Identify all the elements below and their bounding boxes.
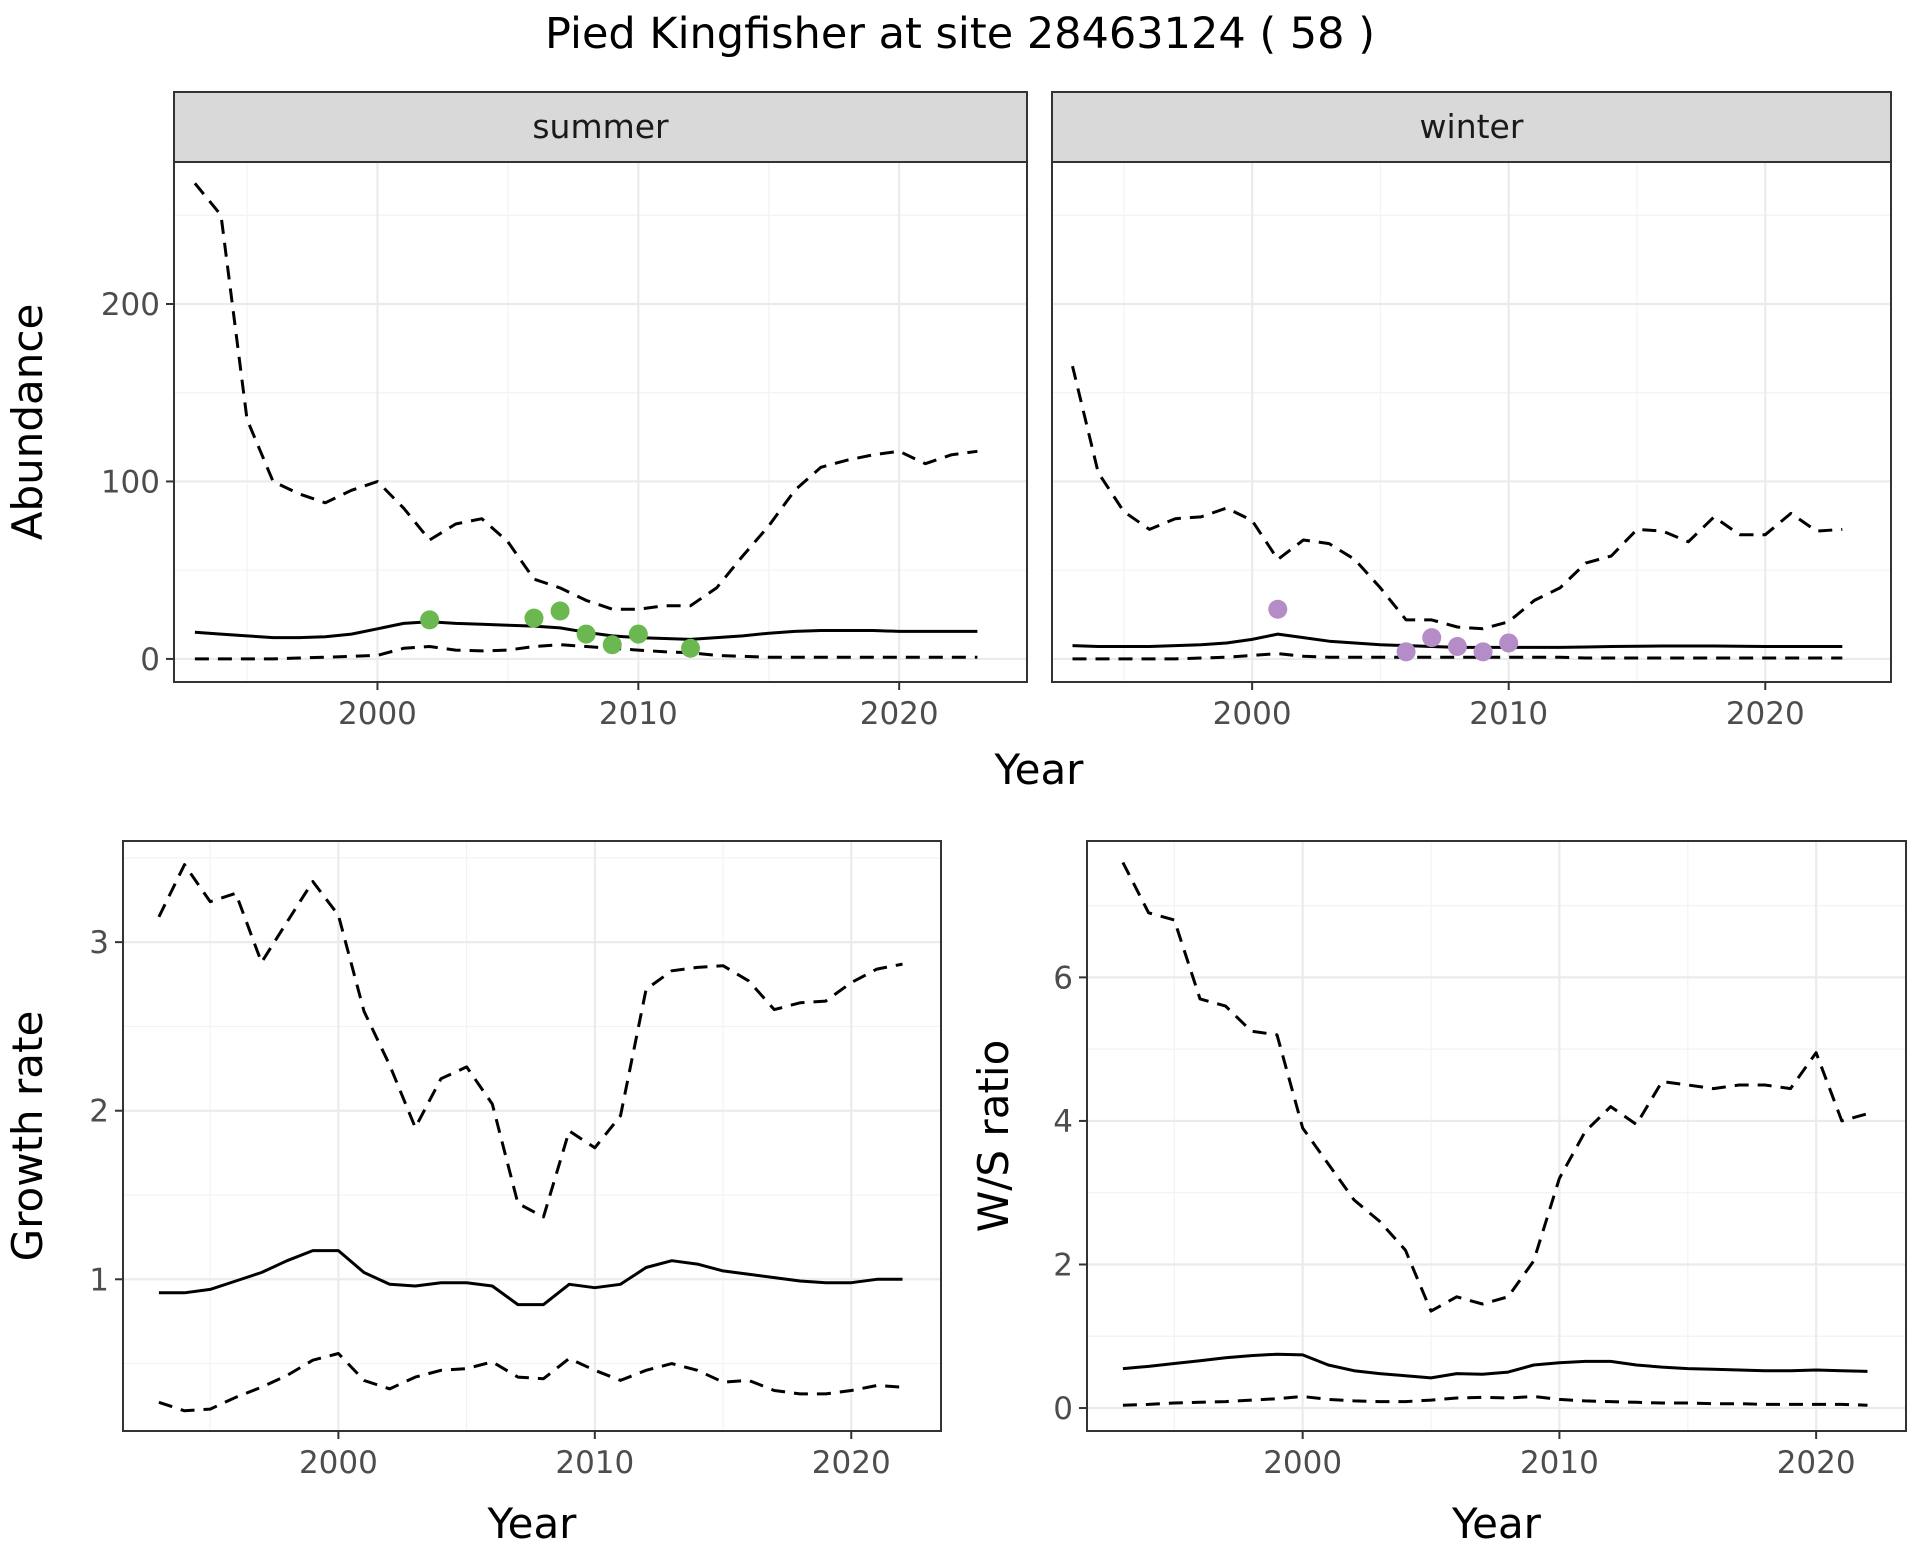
y-tick-label: 4 <box>1053 1104 1073 1140</box>
series-group <box>1121 861 1868 1407</box>
x-tick-label: 2010 <box>1469 696 1548 732</box>
series-line-upper <box>193 182 978 611</box>
x-tick-label: 2000 <box>299 1445 378 1481</box>
observation-point <box>576 624 596 644</box>
panel-background <box>174 162 1027 682</box>
x-tick-label: 2020 <box>1726 696 1805 732</box>
observation-point <box>1499 633 1519 653</box>
observation-point <box>1422 628 1442 648</box>
x-tick-label: 2010 <box>1520 1445 1599 1481</box>
observation-point <box>1473 642 1493 662</box>
y-tick-label: 200 <box>101 287 160 323</box>
series-line-upper <box>157 863 903 1219</box>
series-line-mean <box>158 1249 903 1307</box>
observation-point <box>1268 599 1288 619</box>
panel-winter: winter 2000 2010 2020 <box>1051 91 1892 732</box>
x-tick-label: 2000 <box>1213 696 1292 732</box>
x-tick-label: 2010 <box>599 696 678 732</box>
x-tick-label: 2020 <box>860 696 939 732</box>
series-line-lower <box>194 643 978 661</box>
y-tick-label: 6 <box>1053 960 1073 996</box>
y-axis-title: Growth rate <box>3 1011 52 1262</box>
x-axis-title: Year <box>1451 1499 1542 1548</box>
panel-background <box>1087 841 1906 1431</box>
panel-background <box>123 841 941 1431</box>
facet-strip <box>173 91 1028 163</box>
facet-label: winter <box>1420 107 1524 146</box>
x-tick-label: 2000 <box>338 696 417 732</box>
panel-border <box>1086 840 1907 1432</box>
panel-ws_ratio: 2000 2010 2020 0 2 4 6 W/S ratio Year <box>969 840 1907 1548</box>
chart-title: Pied Kingfisher at site 28463124 ( 58 ) <box>545 9 1375 59</box>
series-line-lower <box>158 1352 903 1413</box>
series-line-upper <box>1121 861 1868 1313</box>
y-tick-label: 0 <box>1053 1391 1073 1427</box>
observation-point <box>602 635 622 655</box>
series-line-upper <box>1071 365 1843 631</box>
observation-point <box>524 608 544 628</box>
panels: summer 2000 2010 2020 0 100 200 Abundance winter… <box>3 91 1907 1548</box>
y-tick-label: 3 <box>89 925 109 961</box>
x-tick-label: 2020 <box>812 1445 891 1481</box>
x-tick-label: 2020 <box>1777 1445 1856 1481</box>
observation-point <box>1396 642 1416 662</box>
series-line-lower <box>1072 652 1843 661</box>
panel-growth: 2000 2010 2020 1 2 3 Growth rate Year <box>3 840 942 1548</box>
y-tick-label: 100 <box>101 464 160 500</box>
x-tick-label: 2010 <box>555 1445 634 1481</box>
facet-label: summer <box>532 107 669 146</box>
series-group <box>157 863 903 1413</box>
observation-point <box>680 638 700 658</box>
y-axis-title: Abundance <box>3 304 52 541</box>
x-axis-title-top-row: Year <box>994 745 1085 794</box>
series-line-mean <box>1122 1352 1868 1380</box>
observation-point <box>550 601 570 621</box>
y-tick-label: 1 <box>89 1262 109 1298</box>
series-line-lower <box>1122 1395 1868 1407</box>
observation-point <box>420 610 440 630</box>
y-tick-label: 0 <box>140 642 160 678</box>
y-tick-label: 2 <box>89 1094 109 1130</box>
panel-summer: summer 2000 2010 2020 0 100 200 Abundance <box>3 91 1028 732</box>
y-axis-title: W/S ratio <box>969 1040 1018 1233</box>
x-tick-label: 2000 <box>1263 1445 1342 1481</box>
panel-background <box>1052 162 1891 682</box>
y-tick-label: 2 <box>1053 1247 1073 1283</box>
observation-point <box>1447 637 1467 657</box>
facet-strip <box>1051 91 1892 163</box>
panel-border <box>122 840 942 1432</box>
observation-point <box>628 624 648 644</box>
x-axis-title: Year <box>487 1499 578 1548</box>
